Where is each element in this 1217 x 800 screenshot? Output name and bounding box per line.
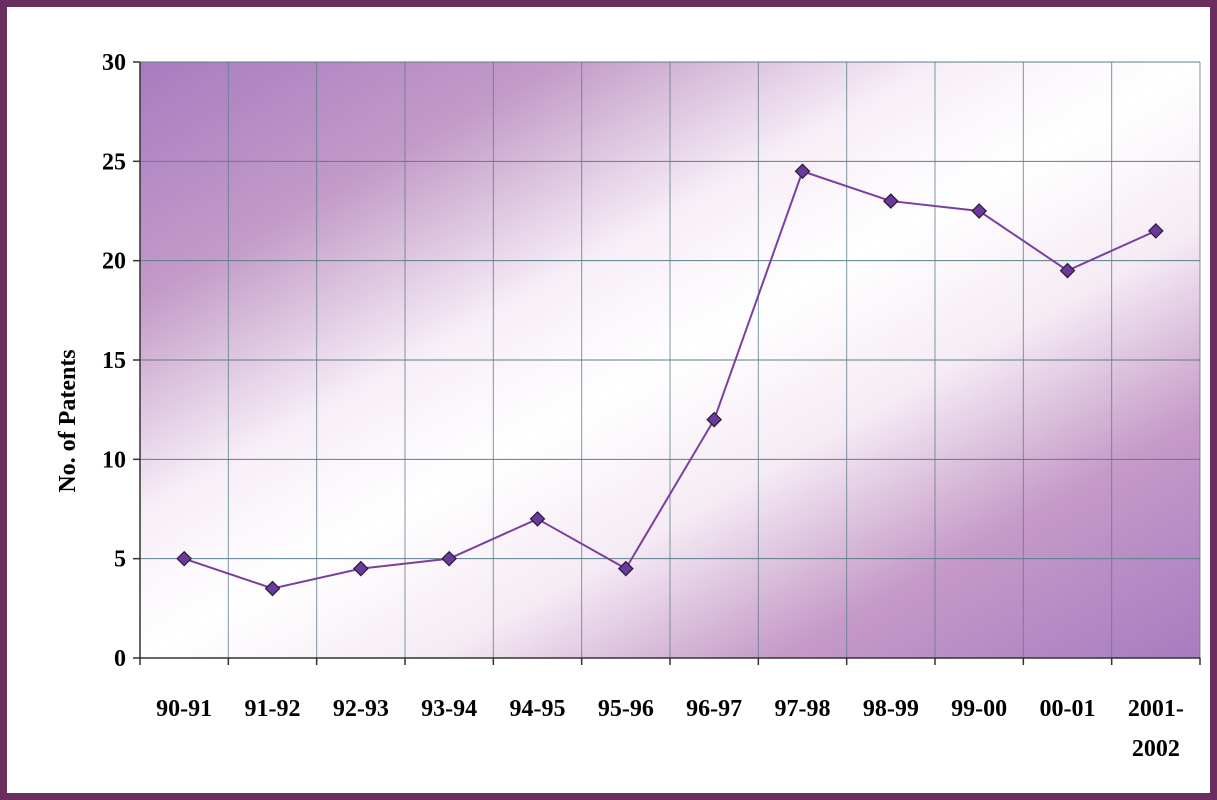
data-point-marker: [971, 203, 988, 219]
x-tick-label: 98-99: [863, 696, 919, 722]
y-tick-label: 25: [102, 149, 126, 175]
series-line-group: [176, 163, 1164, 597]
y-axis-title: No. of Patents: [55, 349, 81, 492]
data-point-marker: [264, 580, 281, 597]
x-tick-label: 99-00: [951, 696, 1007, 722]
data-point-marker: [441, 550, 458, 567]
x-tick-label: 92-93: [333, 696, 389, 722]
data-point-marker: [1059, 262, 1076, 279]
x-tick-label: 00-01: [1040, 696, 1096, 722]
x-tick-label: 96-97: [686, 696, 742, 722]
y-tick-label: 5: [114, 547, 126, 573]
axes: [133, 61, 1201, 665]
data-point-marker: [794, 163, 811, 180]
y-tick-label: 20: [102, 249, 126, 275]
y-tick-label: 15: [102, 348, 126, 374]
data-point-marker: [529, 511, 546, 527]
x-tick-label: 93-94: [421, 696, 477, 722]
data-point-marker: [352, 560, 369, 577]
y-tick-labels: 0 5 10 15 20 25 30: [102, 50, 126, 672]
x-tick-label: 2001-2002: [1128, 696, 1184, 762]
data-point-marker: [176, 550, 193, 567]
data-point-marker: [617, 560, 634, 577]
x-tick-labels: 90-91 91-92 92-93 93-94 94-95 95-96 96-97 97-98…: [156, 696, 1184, 762]
grid-lines: [140, 61, 1201, 658]
x-tick-label: 95-96: [598, 696, 654, 722]
x-tick-label: 97-98: [775, 696, 831, 722]
x-tick-label: 94-95: [510, 696, 566, 722]
x-tick-label: 91-92: [245, 696, 301, 722]
series-line: [183, 170, 1157, 590]
x-tick-label: 90-91: [156, 696, 212, 722]
data-point-marker: [1147, 223, 1164, 239]
y-tick-label: 0: [114, 646, 126, 672]
y-tick-label: 10: [102, 447, 126, 473]
y-tick-label: 30: [102, 50, 126, 76]
data-point-marker: [706, 411, 723, 428]
data-point-marker: [882, 193, 899, 209]
